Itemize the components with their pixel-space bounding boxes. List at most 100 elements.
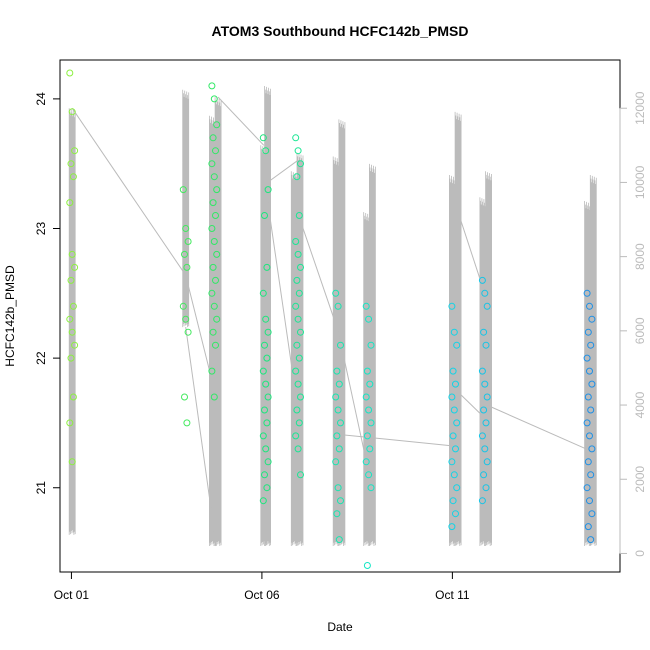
data-point — [67, 160, 75, 168]
data-point — [483, 302, 491, 310]
data-point — [588, 445, 596, 453]
data-point — [213, 250, 221, 258]
data-point — [482, 419, 490, 427]
data-point — [365, 471, 373, 479]
data-point — [68, 328, 76, 336]
y-axis-label: HCFC142b_PMSD — [3, 265, 17, 367]
data-point — [481, 380, 489, 388]
data-point — [362, 393, 370, 401]
data-point — [210, 238, 218, 245]
altitude-spike — [290, 171, 298, 547]
data-point — [259, 497, 267, 505]
data-point — [212, 341, 219, 349]
points-layer — [66, 69, 596, 569]
data-point — [263, 263, 271, 271]
data-point — [363, 562, 371, 569]
altitude-spike — [479, 197, 487, 547]
data-point — [183, 419, 191, 427]
data-point — [453, 419, 461, 427]
data-point — [292, 302, 300, 310]
data-point — [293, 276, 301, 284]
altitude-transit — [185, 327, 217, 547]
data-point — [261, 406, 268, 414]
altitude-spike — [454, 111, 462, 547]
data-point — [366, 380, 374, 388]
data-point — [293, 341, 301, 349]
altitude-transit — [457, 211, 486, 294]
data-point — [263, 484, 271, 492]
data-point — [335, 380, 343, 388]
data-point — [449, 367, 457, 375]
data-point — [297, 263, 304, 271]
data-point — [452, 510, 459, 518]
altitude-spike — [369, 163, 376, 547]
data-point — [450, 471, 458, 479]
chart-title: ATOM3 Southbound HCFC142b_PMSD — [212, 23, 469, 39]
data-point — [295, 354, 303, 362]
y-tick-label: 22 — [34, 351, 48, 365]
altitude-transit — [267, 159, 299, 183]
data-point — [208, 367, 216, 375]
altitude-transit — [267, 200, 301, 424]
data-point — [335, 536, 343, 544]
data-point — [362, 302, 370, 310]
data-point — [583, 419, 591, 427]
altitude-transit — [486, 404, 588, 451]
data-point — [363, 367, 371, 375]
data-point — [366, 445, 374, 453]
y2-tick-label: 12000 — [633, 91, 647, 125]
data-point — [332, 289, 340, 297]
altitude-transit — [71, 107, 219, 406]
data-point — [261, 471, 268, 479]
data-point — [213, 121, 221, 129]
data-point — [262, 315, 270, 323]
altitude-spike — [449, 174, 456, 547]
x-tick-label: Oct 06 — [244, 588, 280, 602]
data-point — [367, 341, 375, 349]
data-point — [184, 328, 192, 336]
data-point — [583, 354, 591, 362]
data-point — [367, 419, 375, 427]
data-point — [261, 212, 268, 219]
data-point — [184, 238, 192, 245]
data-point — [367, 484, 375, 492]
data-point — [448, 393, 456, 401]
data-point — [66, 419, 74, 427]
data-point — [365, 315, 373, 323]
data-point — [453, 484, 461, 492]
data-point — [208, 82, 216, 90]
data-point — [478, 497, 486, 505]
series-layer — [68, 85, 597, 547]
y2-tick-label: 4000 — [633, 391, 647, 418]
y-tick-label: 21 — [34, 481, 48, 495]
data-point — [586, 497, 593, 505]
data-point — [587, 341, 595, 349]
y2-tick-label: 2000 — [633, 466, 647, 493]
y2-tick-label: 6000 — [633, 317, 647, 344]
data-point — [259, 432, 267, 440]
data-point — [210, 302, 218, 310]
data-point — [71, 341, 79, 349]
data-point — [337, 419, 344, 427]
data-point — [295, 419, 303, 427]
data-point — [337, 341, 344, 349]
data-point — [208, 160, 216, 168]
y2-axis: 0 2000 4000 6000 8000 10000 12000 — [619, 91, 647, 557]
data-point — [263, 419, 271, 427]
data-point — [449, 432, 457, 440]
data-point — [264, 328, 272, 336]
data-point — [209, 328, 217, 336]
data-point — [584, 328, 592, 336]
altitude-spike — [485, 171, 492, 547]
data-point — [480, 328, 488, 336]
data-point — [483, 393, 491, 401]
data-point — [71, 263, 79, 271]
data-point — [295, 212, 303, 219]
y-tick-label: 24 — [34, 92, 48, 106]
data-point — [482, 484, 490, 492]
data-point — [478, 432, 486, 440]
altitude-spike — [589, 174, 597, 547]
data-point — [333, 510, 341, 518]
data-point — [587, 406, 595, 414]
